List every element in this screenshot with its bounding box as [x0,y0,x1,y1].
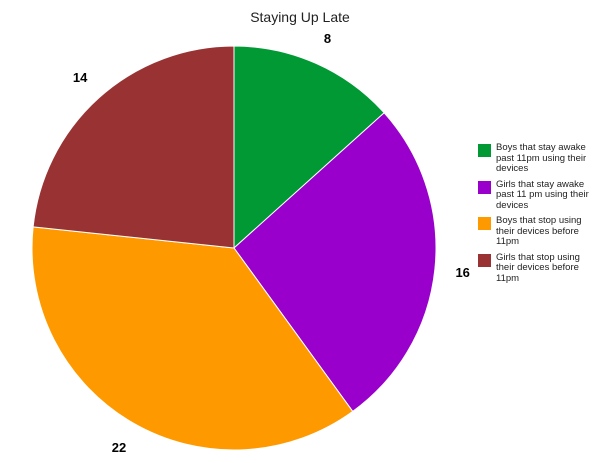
pie-slice [233,112,437,413]
pie-slice [31,226,354,451]
slice-value-label: 22 [112,440,126,455]
legend-swatch [478,180,491,194]
chart-title: Staying Up Late [250,9,350,25]
legend-swatch [478,253,491,267]
legend-item: Boys that stop using their devices befor… [478,215,594,248]
legend-label: Boys that stop using their devices befor… [496,215,582,247]
legend-label: Girls that stop using their devices befo… [496,251,580,284]
legend-label: Girls that stay awake past 11 pm using t… [496,178,589,211]
slice-value-label: 14 [73,70,88,85]
legend-item: Girls that stop using their devices befo… [478,251,594,285]
legend-item: Boys that stay awake past 11pm using the… [478,142,594,175]
legend-item: Girls that stay awake past 11 pm using t… [478,178,594,212]
legend: Boys that stay awake past 11pm using the… [478,142,594,289]
slice-value-label: 8 [324,31,331,46]
legend-label: Boys that stay awake past 11pm using the… [496,142,587,174]
pie-slices [31,45,437,451]
pie-slice [233,45,385,250]
legend-swatch [478,144,491,157]
legend-swatch [478,217,491,230]
slice-value-label: 16 [455,265,469,280]
pie-slice [32,45,235,249]
data-labels: 8 16 22 14 [73,31,470,455]
